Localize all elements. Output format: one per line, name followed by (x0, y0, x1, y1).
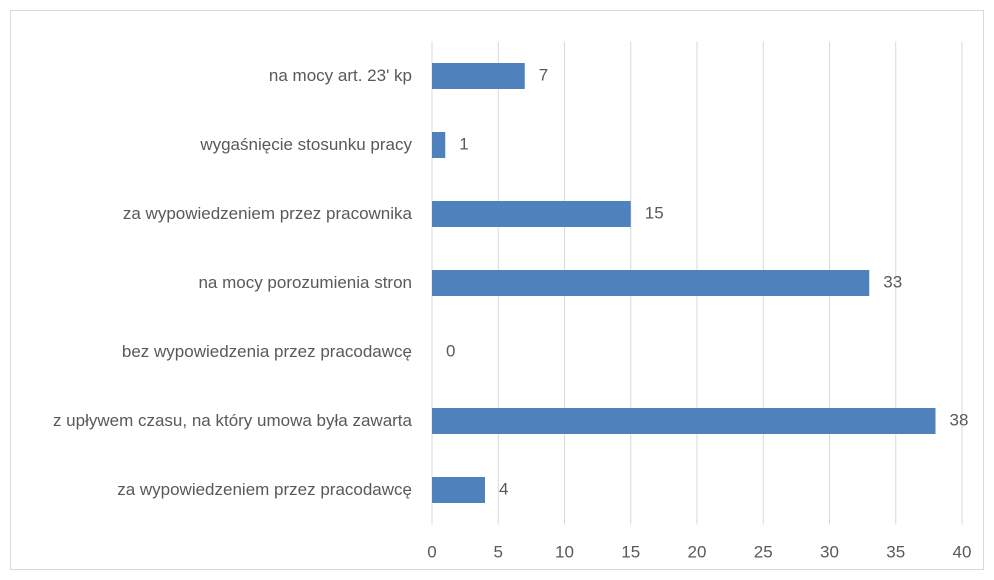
x-tick-label: 15 (621, 542, 640, 561)
y-tick-label: wygaśnięcie stosunku pracy (200, 135, 412, 154)
bar (432, 408, 936, 434)
y-tick-label: za wypowiedzeniem przez pracownika (122, 204, 412, 223)
bar (432, 63, 525, 89)
x-tick-label: 30 (820, 542, 839, 561)
chart-border (10, 10, 984, 570)
data-label: 0 (446, 341, 455, 360)
x-tick-label: 35 (886, 542, 905, 561)
y-tick-label: z upływem czasu, na który umowa była zaw… (52, 411, 412, 430)
x-tick-label: 20 (688, 542, 707, 561)
x-tick-label: 40 (953, 542, 972, 561)
x-tick-label: 5 (494, 542, 503, 561)
bar (432, 201, 631, 227)
bar (432, 477, 485, 503)
data-label: 7 (539, 65, 548, 84)
data-label: 15 (645, 203, 664, 222)
x-tick-label: 0 (427, 542, 436, 561)
y-tick-label: bez wypowiedzenia przez pracodawcę (121, 342, 412, 361)
y-tick-label: na mocy porozumienia stron (198, 273, 412, 292)
data-label: 4 (499, 479, 508, 498)
x-tick-label: 10 (555, 542, 574, 561)
data-label: 38 (950, 410, 969, 429)
data-label: 1 (459, 134, 468, 153)
data-label: 33 (883, 272, 902, 291)
bar (432, 270, 870, 296)
bar (432, 132, 446, 158)
y-tick-label: na mocy art. 23' kp (268, 66, 412, 85)
x-tick-label: 25 (754, 542, 773, 561)
y-tick-label: za wypowiedzeniem przez pracodawcę (117, 480, 412, 499)
